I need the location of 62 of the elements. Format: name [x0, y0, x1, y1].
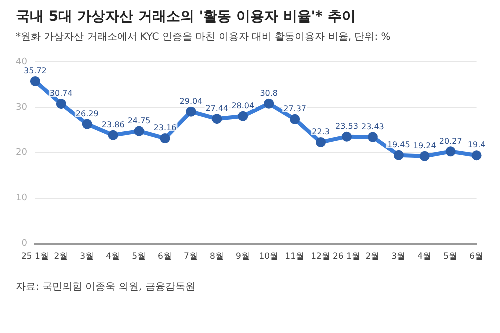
point: [342, 132, 352, 142]
point: [30, 76, 40, 86]
data-label: 23.16: [154, 124, 177, 133]
data-label: 30.8: [260, 88, 278, 98]
data-label: 35.72: [24, 66, 47, 76]
data-label: 29.04: [180, 96, 203, 106]
x-tick-label: 25 1월: [21, 252, 50, 262]
data-label: 24.75: [128, 116, 151, 126]
point: [264, 98, 274, 109]
point: [82, 119, 92, 130]
x-tick-label: 7월: [184, 252, 198, 262]
x-tick-label: 3월: [392, 252, 406, 262]
x-tick-label: 3월: [80, 252, 95, 262]
data-label: 20.27: [439, 136, 462, 146]
point: [238, 111, 248, 122]
point: [446, 146, 456, 157]
x-tick-label: 2월: [366, 252, 380, 262]
text: 자료: 국민의힘 이종욱 의원, 금융감독원: [16, 281, 196, 294]
x-tick-label: 4월: [418, 252, 432, 262]
point: [134, 126, 144, 136]
point: [316, 137, 326, 148]
data-label: 23.43: [361, 122, 384, 132]
x-tick-label: 2월: [54, 252, 69, 262]
x-tick-label: 9월: [236, 252, 250, 262]
data-label: 19.24: [413, 141, 436, 150]
point: [394, 150, 404, 160]
x-tick-label: 11월: [285, 252, 305, 262]
point: [108, 130, 118, 140]
y-tick-label: 0: [22, 239, 28, 250]
x-tick-label: 26 1월: [333, 252, 361, 262]
point: [420, 151, 430, 162]
data-label: 23.86: [102, 120, 125, 130]
x-tick-label: 6월: [158, 252, 172, 262]
point: [56, 99, 66, 110]
x-tick-label: 4월: [106, 252, 121, 262]
point: [368, 132, 378, 142]
data-label: 27.37: [284, 104, 307, 114]
data-label: 19.45: [387, 140, 410, 150]
y-tick-label: 20: [16, 148, 28, 158]
point: [472, 150, 482, 161]
point: [186, 106, 196, 117]
y-tick-label: 40: [16, 57, 28, 68]
chart-title: 국내 5대 가상자산 거래소의 '활동 이용자 비율'* 추이: [16, 8, 357, 26]
x-tick-label: 10월: [259, 252, 280, 262]
x-tick-label: 5월: [444, 252, 458, 262]
x-tick-label: 6월: [470, 252, 484, 262]
data-label: 30.74: [50, 89, 73, 98]
chart-subtitle: *원화 가상자산 거래소에서 KYC 인증을 마친 이용자 대비 활동이용자 비율, 단위: %: [16, 31, 392, 44]
y-tick-label: 30: [16, 102, 28, 113]
point: [212, 114, 222, 124]
point: [290, 114, 300, 124]
data-label: 22.3: [312, 128, 330, 137]
data-label: 19.4: [468, 140, 486, 150]
data-label: 26.29: [76, 109, 99, 118]
x-tick-label: 5월: [132, 252, 147, 262]
data-label: 23.53: [336, 122, 358, 131]
data-label: 27.44: [206, 104, 229, 114]
x-tick-label: 8월: [210, 252, 224, 262]
data-label: 28.04: [232, 101, 255, 110]
y-tick-label: 10: [16, 194, 28, 204]
x-tick-label: 12월: [311, 252, 331, 262]
point: [160, 134, 170, 144]
